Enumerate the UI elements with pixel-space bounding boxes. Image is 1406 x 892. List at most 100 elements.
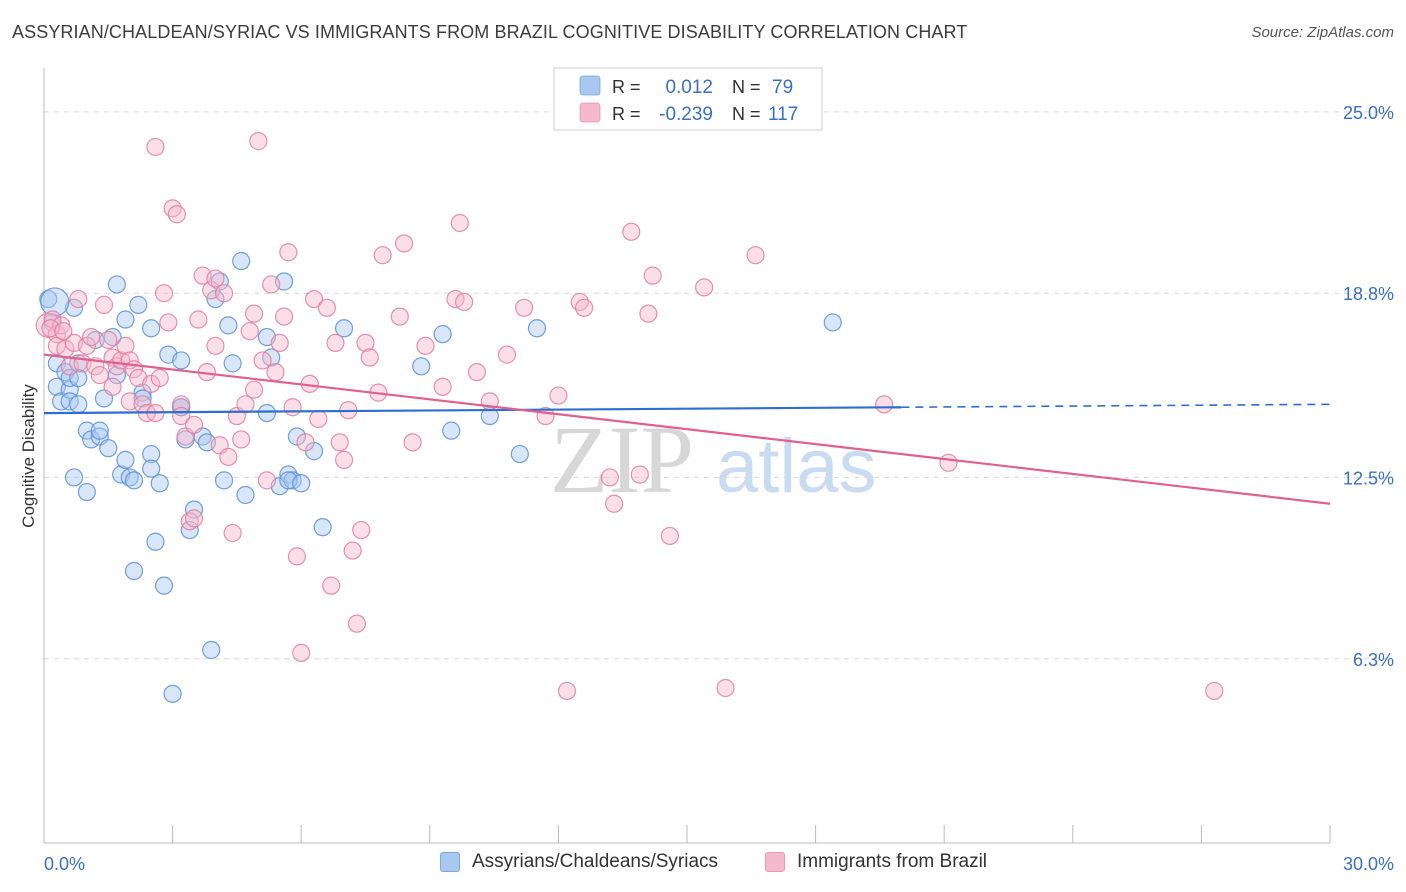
point-brazil (557, 681, 577, 701)
point-brazil (939, 453, 958, 472)
point-assyrians (64, 298, 84, 317)
x-tick-label-right: 30.0% (1343, 854, 1394, 874)
point-brazil (262, 275, 281, 294)
point-brazil (189, 310, 208, 329)
point-brazil (90, 365, 109, 385)
point-assyrians (527, 319, 547, 338)
point-brazil (283, 398, 302, 417)
trend-line-assyrians-extension (901, 403, 1331, 409)
point-assyrians (223, 354, 242, 373)
point-assyrians (69, 395, 88, 414)
point-brazil (352, 520, 371, 540)
point-assyrians (236, 485, 255, 505)
point-brazil (695, 278, 714, 297)
legend-r-label-blue: R = (612, 77, 641, 97)
watermark: ZIP atlas (550, 406, 877, 513)
point-assyrians (142, 459, 161, 478)
point-assyrians (142, 319, 161, 338)
point-assyrians (480, 406, 499, 426)
point-brazil (639, 304, 658, 323)
point-assyrians (334, 319, 354, 338)
point-brazil (94, 295, 114, 314)
point-brazil (605, 494, 624, 513)
watermark-atlas: atlas (716, 424, 877, 509)
point-assyrians (172, 351, 191, 370)
point-brazil (236, 395, 255, 414)
point-assyrians (823, 313, 842, 332)
point-assyrians (64, 468, 84, 487)
point-assyrians (99, 439, 118, 458)
legend-r-value-blue: 0.012 (665, 77, 713, 98)
point-brazil (77, 336, 96, 355)
point-brazil (309, 409, 328, 429)
point-brazil (103, 377, 122, 396)
bottom-legend-label-brazil: Immigrants from Brazil (797, 851, 988, 872)
legend-r-label-pink: R = (612, 104, 641, 124)
point-brazil (360, 348, 379, 367)
stats-legend: R = 0.012 N = 79 R = -0.239 N = 117 (553, 67, 823, 131)
point-brazil (716, 678, 735, 698)
point-brazil (240, 322, 259, 341)
point-brazil (223, 523, 242, 543)
point-brazil (274, 307, 294, 326)
point-brazil (296, 433, 315, 452)
point-brazil (454, 292, 474, 312)
legend-r-value-pink: -0.239 (659, 104, 713, 125)
legend-swatch-pink (579, 102, 601, 123)
point-brazil (184, 509, 204, 528)
point-brazil (356, 333, 375, 353)
point-assyrians (129, 295, 148, 314)
point-brazil (214, 284, 234, 303)
point-brazil (287, 547, 307, 566)
point-assyrians (146, 532, 165, 551)
point-assyrians (202, 640, 221, 660)
y-tick-label: 6.3% (1353, 650, 1394, 670)
point-assyrians (214, 471, 234, 490)
point-assyrians (150, 474, 169, 493)
point-brazil (330, 433, 349, 452)
point-assyrians (39, 289, 58, 309)
legend-n-label-blue: N = (732, 77, 761, 97)
y-tick-label: 25.0% (1343, 103, 1394, 123)
source-label: Source: ZipAtlas.com (1251, 24, 1394, 41)
bottom-legend-brazil: Immigrants from Brazil (765, 851, 987, 873)
point-assyrians (154, 576, 174, 595)
point-brazil (159, 313, 178, 332)
point-assyrians (163, 684, 182, 703)
trend-line-assyrians (43, 406, 902, 415)
point-brazil (116, 336, 135, 355)
point-brazil (253, 351, 272, 370)
legend-n-value-pink: 117 (768, 104, 798, 125)
y-tick-label: 18.8% (1343, 284, 1394, 304)
y-axis-label: Cognitive Disability (19, 384, 38, 528)
point-brazil (219, 447, 238, 467)
point-brazil (326, 333, 345, 353)
point-assyrians (40, 287, 70, 317)
bottom-legend-label-assyrians: Assyrians/Chaldeans/Syriacs (472, 851, 719, 872)
legend-n-value-blue: 79 (772, 77, 793, 98)
point-assyrians (124, 471, 144, 490)
point-brazil (150, 368, 169, 388)
point-brazil (403, 433, 422, 452)
point-brazil (154, 284, 174, 303)
point-brazil (54, 322, 73, 341)
point-brazil (304, 289, 324, 309)
point-brazil (279, 243, 298, 262)
point-assyrians (433, 325, 452, 344)
point-brazil (394, 234, 414, 253)
point-brazil (343, 541, 362, 560)
point-brazil (270, 333, 289, 353)
point-assyrians (442, 421, 461, 440)
point-brazil (206, 269, 225, 288)
point-assyrians (219, 316, 238, 335)
point-assyrians (257, 403, 277, 423)
point-brazil (1205, 681, 1224, 701)
point-assyrians (90, 421, 109, 440)
point-brazil (643, 266, 662, 285)
point-brazil (575, 298, 594, 317)
point-brazil (622, 222, 641, 241)
point-brazil (515, 298, 534, 317)
watermark-zip: ZIP (550, 406, 694, 513)
point-assyrians (292, 474, 311, 493)
point-assyrians (77, 482, 96, 502)
